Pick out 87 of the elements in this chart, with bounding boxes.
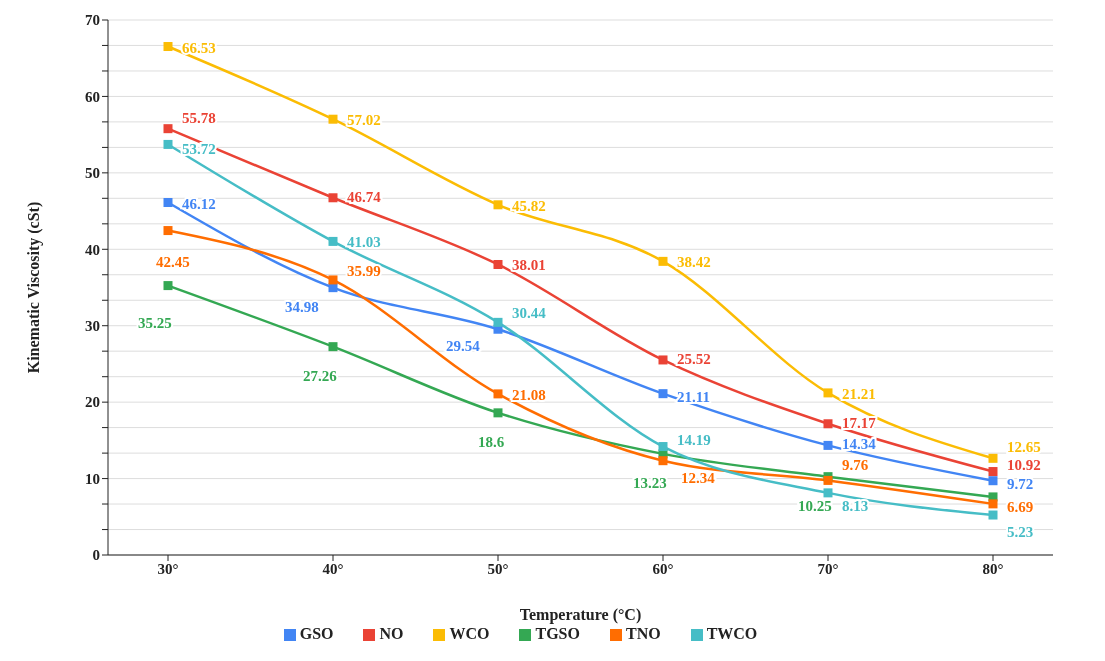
- data-label: 12.34: [681, 469, 716, 486]
- y-tick-label: 30: [85, 318, 100, 335]
- point: [823, 388, 833, 398]
- legend-label: GSO: [299, 625, 334, 642]
- data-label: 38.01: [512, 257, 546, 274]
- x-tick-label: 80°: [982, 560, 1004, 577]
- point: [823, 419, 833, 429]
- y-tick-label: 40: [85, 241, 100, 258]
- data-label: 25.52: [677, 350, 711, 367]
- y-tick-label: 70: [85, 12, 100, 29]
- data-label: 27.26: [303, 367, 338, 384]
- point: [658, 442, 668, 452]
- data-label: 42.45: [156, 253, 190, 270]
- x-tick-label: 70°: [817, 560, 839, 577]
- point: [493, 317, 503, 327]
- x-axis-title: Temperature (°C): [519, 606, 642, 624]
- point: [493, 200, 503, 210]
- data-label: 14.34: [842, 436, 877, 453]
- data-label: 9.72: [1007, 475, 1034, 492]
- data-label: 14.19: [677, 431, 711, 448]
- data-label: 21.21: [842, 385, 876, 402]
- y-tick-label: 60: [85, 88, 100, 105]
- legend-label: TWCO: [706, 625, 758, 642]
- y-tick-label: 0: [92, 547, 100, 564]
- data-label: 10.92: [1007, 456, 1041, 473]
- point: [163, 226, 173, 236]
- point: [328, 193, 338, 203]
- data-label: 55.78: [182, 109, 216, 126]
- point: [163, 124, 173, 134]
- legend-label: TGSO: [535, 625, 580, 642]
- data-label: 45.82: [512, 197, 546, 214]
- point: [328, 275, 338, 285]
- data-label: 46.12: [182, 195, 216, 212]
- point: [493, 389, 503, 399]
- data-label: 21.11: [677, 388, 710, 405]
- data-label: 35.99: [347, 262, 381, 279]
- data-label: 13.23: [633, 474, 667, 491]
- data-label: 46.74: [347, 188, 382, 205]
- y-tick-label: 50: [85, 165, 100, 182]
- data-label: 21.08: [512, 386, 546, 403]
- data-label: 8.13: [842, 497, 869, 514]
- y-axis-title: Kinematic Viscosity (cSt): [24, 201, 43, 374]
- data-label: 12.65: [1007, 439, 1041, 456]
- x-tick-label: 30°: [157, 560, 179, 577]
- data-label: 18.6: [478, 433, 505, 450]
- point: [823, 488, 833, 498]
- point: [493, 260, 503, 269]
- data-label: 66.53: [182, 39, 216, 56]
- x-tick-label: 50°: [487, 560, 509, 577]
- data-label: 30.44: [512, 305, 547, 322]
- point: [658, 355, 668, 365]
- data-label: 10.25: [798, 497, 832, 514]
- point: [658, 456, 668, 466]
- y-tick-label: 10: [85, 470, 100, 487]
- point: [988, 467, 998, 477]
- data-label: 6.69: [1007, 498, 1034, 515]
- point: [163, 139, 173, 149]
- data-label: 38.42: [677, 254, 711, 271]
- data-label: 35.25: [138, 314, 172, 331]
- point: [988, 499, 998, 509]
- point: [988, 510, 998, 520]
- point: [163, 198, 173, 208]
- data-label: 17.17: [842, 414, 877, 431]
- data-label: 29.54: [446, 338, 481, 355]
- x-tick-label: 40°: [322, 560, 344, 577]
- point: [163, 281, 173, 291]
- point: [328, 236, 338, 246]
- data-label: 34.98: [285, 298, 319, 315]
- point: [988, 453, 998, 463]
- point: [328, 114, 338, 124]
- data-label: 5.23: [1007, 524, 1034, 541]
- data-label: 41.03: [347, 234, 381, 251]
- x-tick-label: 60°: [652, 560, 674, 577]
- y-tick-label: 20: [85, 394, 100, 411]
- point: [493, 408, 503, 418]
- point: [658, 389, 668, 399]
- data-label: 9.76: [842, 457, 869, 474]
- point: [823, 440, 833, 450]
- point: [328, 342, 338, 352]
- legend-label: NO: [379, 625, 404, 642]
- data-label: 53.72: [182, 141, 216, 158]
- point: [163, 42, 173, 52]
- legend-label: WCO: [449, 625, 490, 642]
- point: [988, 476, 998, 486]
- legend-label: TNO: [625, 625, 661, 642]
- point: [658, 256, 668, 266]
- data-label: 57.02: [347, 112, 381, 129]
